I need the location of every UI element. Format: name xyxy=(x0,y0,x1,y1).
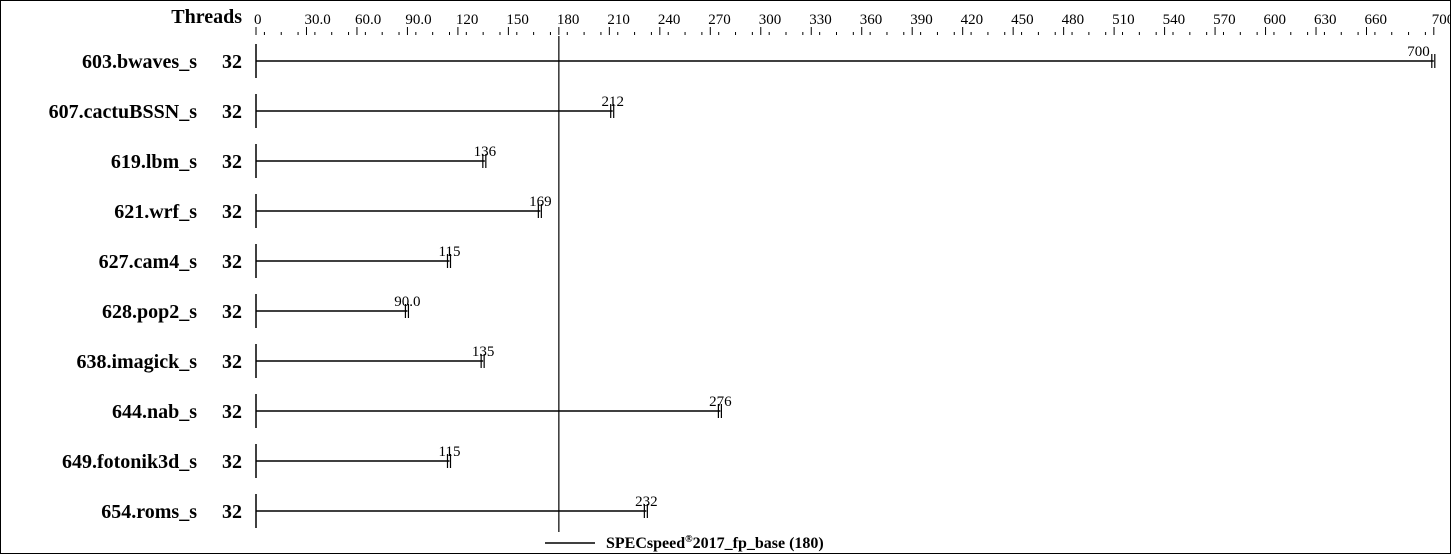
legend-suffix: 2017_fp_base (180) xyxy=(693,535,824,552)
value-label: 115 xyxy=(439,244,461,260)
thread-count: 32 xyxy=(222,451,242,473)
x-tick-label: 450 xyxy=(1011,12,1034,28)
benchmark-row: 619.lbm_s 32 136 xyxy=(111,144,497,178)
x-tick-label: 480 xyxy=(1062,12,1085,28)
thread-count: 32 xyxy=(222,301,242,323)
thread-count: 32 xyxy=(222,501,242,523)
thread-count: 32 xyxy=(222,401,242,423)
thread-count: 32 xyxy=(222,251,242,273)
benchmark-name: 649.fotonik3d_s xyxy=(62,451,197,473)
x-tick-label: 390 xyxy=(910,12,933,28)
value-label: 90.0 xyxy=(394,294,420,310)
value-label: 136 xyxy=(474,144,497,160)
benchmark-name: 654.roms_s xyxy=(101,501,197,523)
benchmark-row: 603.bwaves_s 32 700 xyxy=(82,44,1436,78)
x-tick-label: 570 xyxy=(1213,12,1236,28)
x-tick-label: 240 xyxy=(658,12,681,28)
value-label: 135 xyxy=(472,344,495,360)
benchmark-name: 607.cactuBSSN_s xyxy=(49,101,198,123)
value-label: 212 xyxy=(601,94,624,110)
x-tick-label: 660 xyxy=(1364,12,1387,28)
x-tick-label: 300 xyxy=(759,12,782,28)
value-label: 169 xyxy=(529,194,552,210)
thread-count: 32 xyxy=(222,151,242,173)
x-tick-label: 510 xyxy=(1112,12,1135,28)
x-tick-label: 60.0 xyxy=(355,12,381,28)
value-label: 115 xyxy=(439,444,461,460)
legend-text: SPECspeed®2017_fp_base (180) xyxy=(606,534,824,552)
benchmark-name: 644.nab_s xyxy=(112,401,197,423)
legend-prefix: SPECspeed xyxy=(606,535,685,552)
x-tick-label: 700 xyxy=(1432,12,1451,28)
x-tick-label: 540 xyxy=(1163,12,1186,28)
x-tick-label: 150 xyxy=(506,12,529,28)
benchmark-name: 603.bwaves_s xyxy=(82,51,197,73)
legend: SPECspeed®2017_fp_base (180) xyxy=(545,534,824,552)
x-tick-label: 360 xyxy=(860,12,883,28)
x-tick-label: 180 xyxy=(557,12,580,28)
x-tick-label: 0 xyxy=(254,12,262,28)
threads-header: Threads xyxy=(171,6,242,28)
thread-count: 32 xyxy=(222,351,242,373)
benchmark-rows: 603.bwaves_s 32 700 607.cactuBSSN_s 32 212 619… xyxy=(49,44,1436,528)
x-tick-label: 210 xyxy=(607,12,630,28)
benchmark-name: 619.lbm_s xyxy=(111,151,197,173)
x-tick-label: 600 xyxy=(1264,12,1287,28)
x-tick-label: 120 xyxy=(456,12,479,28)
benchmark-row: 638.imagick_s 32 135 xyxy=(76,344,494,378)
legend-sup: ® xyxy=(685,534,693,545)
thread-count: 32 xyxy=(222,101,242,123)
benchmark-row: 644.nab_s 32 276 xyxy=(112,394,732,428)
x-tick-label: 630 xyxy=(1314,12,1337,28)
benchmark-row: 627.cam4_s 32 115 xyxy=(99,244,461,278)
value-label: 700 xyxy=(1407,44,1430,60)
benchmark-row: 654.roms_s 32 232 xyxy=(101,494,658,528)
x-axis: 0 30.0 60.0 90.0 120 150 180 210 240 270 300 330 360… xyxy=(254,12,1451,35)
thread-count: 32 xyxy=(222,51,242,73)
x-tick-label: 330 xyxy=(809,12,832,28)
benchmark-name: 638.imagick_s xyxy=(76,351,197,373)
benchmark-row: 621.wrf_s 32 169 xyxy=(114,194,552,228)
thread-count: 32 xyxy=(222,201,242,223)
benchmark-row: 649.fotonik3d_s 32 115 xyxy=(62,444,461,478)
x-tick-label: 270 xyxy=(708,12,731,28)
x-tick-label: 30.0 xyxy=(304,12,330,28)
benchmark-name: 628.pop2_s xyxy=(102,301,197,323)
x-tick-label: 90.0 xyxy=(405,12,431,28)
value-label: 276 xyxy=(709,394,732,410)
benchmark-row: 628.pop2_s 32 90.0 xyxy=(102,294,421,328)
benchmark-row: 607.cactuBSSN_s 32 212 xyxy=(49,94,624,128)
benchmark-name: 627.cam4_s xyxy=(99,251,198,273)
x-tick-label: 420 xyxy=(961,12,984,28)
value-label: 232 xyxy=(635,494,658,510)
benchmark-name: 621.wrf_s xyxy=(114,201,197,223)
